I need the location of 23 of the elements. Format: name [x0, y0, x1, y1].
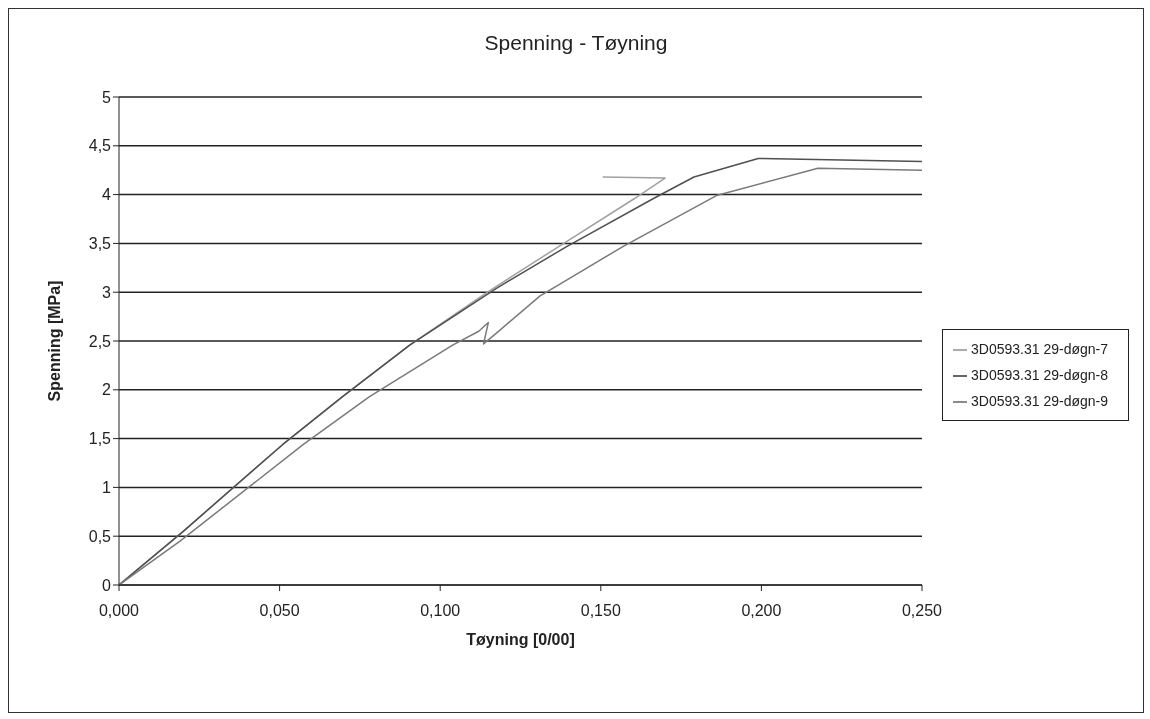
y-tick-label: 1,5 [88, 430, 112, 448]
x-tick-label: 0,100 [420, 602, 461, 620]
y-tick-label: 3 [102, 283, 112, 301]
y-tick-label: 3,5 [88, 235, 112, 253]
legend-label: 3D0593.31 29-døgn-7 [971, 341, 1108, 357]
x-axis-title: Tøyning [0/00] [466, 631, 575, 648]
legend-label: 3D0593.31 29-døgn-9 [971, 393, 1108, 409]
x-tick-label: 0,200 [741, 602, 782, 620]
y-tick-label: 4 [102, 186, 112, 204]
x-tick-label: 0,000 [98, 602, 140, 620]
y-tick-label: 0,5 [88, 527, 112, 545]
x-tick-label: 0,250 [901, 602, 943, 620]
y-tick-label: 1 [102, 479, 112, 497]
y-tick-label: 4,5 [88, 137, 112, 155]
x-tick-label: 0,050 [259, 602, 300, 620]
y-tick-label: 2,5 [88, 332, 112, 350]
legend-label: 3D0593.31 29-døgn-8 [971, 367, 1108, 383]
y-tick-label: 0 [102, 576, 112, 594]
x-tick-label: 0,150 [580, 602, 621, 620]
y-tick-label: 2 [102, 381, 112, 399]
chart-title: Spenning - Tøyning [483, 31, 669, 55]
y-axis-title: Spenning [MPa] [45, 280, 63, 402]
y-tick-label: 5 [102, 88, 112, 106]
